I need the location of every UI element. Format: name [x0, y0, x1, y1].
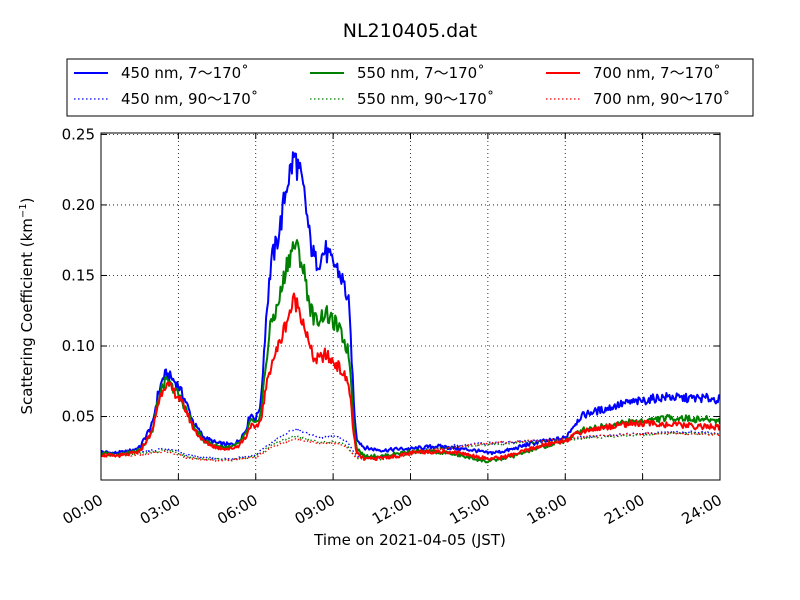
y-axis-label-tail: )	[18, 197, 36, 203]
legend-label: 550 nm, 7～170˚	[357, 64, 485, 82]
legend-label: 450 nm, 7～170˚	[121, 64, 249, 82]
legend: 450 nm, 7～170˚ 550 nm, 7～170˚ 700 nm, 7～17…	[66, 58, 754, 117]
y-tick-label: 0.25	[62, 125, 95, 143]
legend-box	[66, 58, 754, 117]
x-axis-label: Time on 2021-04-05 (JST)	[313, 531, 506, 549]
y-axis-label: Scattering Coefficient (km−1)	[18, 197, 36, 414]
series-line	[101, 431, 720, 463]
y-tick-label: 0.15	[62, 266, 95, 284]
chart-title: NL210405.dat	[343, 20, 478, 42]
y-tick-label: 0.05	[62, 408, 95, 426]
legend-label: 700 nm, 90～170˚	[593, 90, 730, 108]
legend-label: 700 nm, 7～170˚	[593, 64, 721, 82]
legend-label: 450 nm, 90～170˚	[121, 90, 258, 108]
y-axis-label-main: Scattering Coefficient (km	[18, 218, 36, 414]
data-lines	[101, 151, 720, 464]
series-line	[101, 151, 720, 456]
y-tick-label: 0.20	[62, 196, 95, 214]
y-tick-label: 0.10	[62, 337, 95, 355]
legend-label: 550 nm, 90～170˚	[357, 90, 494, 108]
series-line	[101, 292, 720, 461]
y-axis-label-superscript: −1	[18, 203, 29, 218]
